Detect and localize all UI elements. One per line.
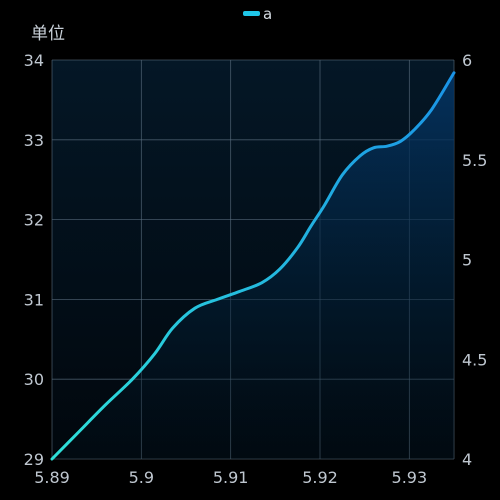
legend-label-a: a bbox=[263, 5, 272, 23]
y-right-tick-label: 6 bbox=[462, 51, 472, 70]
y-right-tick-label: 5.5 bbox=[462, 151, 487, 170]
y-left-tick-label: 32 bbox=[24, 211, 44, 230]
y-left-tick-label: 29 bbox=[24, 450, 44, 469]
y-unit-label: 单位 bbox=[31, 24, 65, 44]
x-tick-label: 5.92 bbox=[302, 468, 338, 487]
y-left-tick-label: 33 bbox=[24, 131, 44, 150]
legend[interactable]: a bbox=[243, 5, 272, 23]
y-right-tick-label: 4 bbox=[462, 450, 472, 469]
x-tick-label: 5.89 bbox=[34, 468, 70, 487]
y-axis-left: 29 30 31 32 33 34 bbox=[24, 51, 44, 469]
legend-swatch-a bbox=[243, 11, 260, 16]
series-area bbox=[52, 72, 454, 460]
series-line bbox=[50, 71, 456, 461]
x-tick-label: 5.91 bbox=[213, 468, 249, 487]
series-a-line bbox=[50, 71, 456, 461]
x-axis: 5.89 5.9 5.91 5.92 5.93 bbox=[34, 468, 427, 487]
y-left-tick-label: 30 bbox=[24, 370, 44, 389]
y-axis-right: 4 4.5 5 5.5 6 bbox=[462, 51, 487, 469]
y-left-tick-label: 34 bbox=[24, 51, 44, 70]
y-right-tick-label: 4.5 bbox=[462, 350, 487, 369]
x-tick-label: 5.9 bbox=[129, 468, 154, 487]
series-a-area bbox=[52, 72, 454, 460]
y-left-tick-label: 31 bbox=[24, 290, 44, 309]
x-tick-label: 5.93 bbox=[392, 468, 428, 487]
y-right-tick-label: 5 bbox=[462, 251, 472, 270]
